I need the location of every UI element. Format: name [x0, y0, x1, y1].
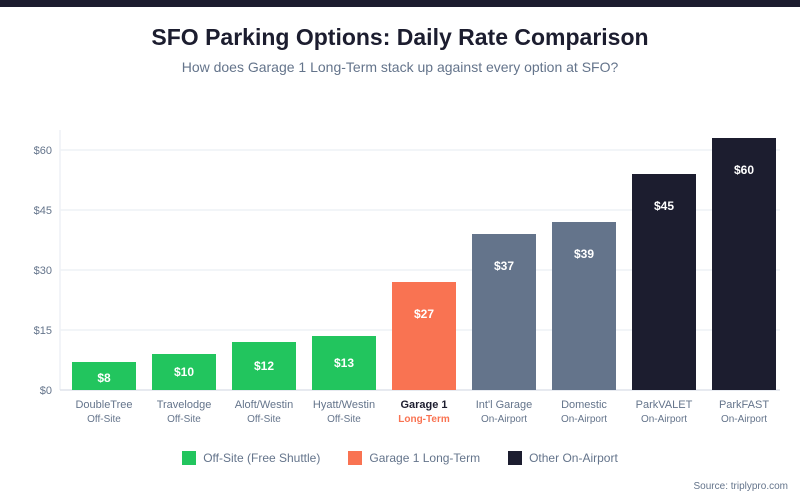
- y-tick-label: $15: [34, 325, 52, 337]
- x-tick-sublabel: On-Airport: [641, 414, 687, 425]
- x-tick-label: Int'l Garage: [476, 399, 533, 411]
- bar-chart: $0 $15 $30 $45 $60 $8 DoubleTree Off-Site $10 Tra…: [34, 130, 780, 425]
- legend-item-offsite: Off-Site (Free Shuttle): [182, 451, 320, 465]
- bar: [72, 362, 136, 390]
- x-tick-sublabel: Off-Site: [247, 414, 281, 425]
- x-tick-sublabel: On-Airport: [561, 414, 607, 425]
- legend-label: Other On-Airport: [529, 451, 618, 465]
- bar: [632, 174, 696, 390]
- bar: [312, 336, 376, 390]
- x-tick-sublabel: Off-Site: [87, 414, 121, 425]
- legend-label: Off-Site (Free Shuttle): [203, 451, 321, 465]
- x-tick-sublabel: Off-Site: [327, 414, 361, 425]
- x-tick-label: Hyatt/Westin: [313, 399, 375, 411]
- chart-title: SFO Parking Options: Daily Rate Comparis…: [151, 24, 649, 50]
- data-label: $39: [574, 247, 594, 261]
- bar: [712, 138, 776, 390]
- bar: [472, 234, 536, 390]
- data-label: $45: [654, 199, 674, 213]
- x-tick-sublabel: Off-Site: [167, 414, 201, 425]
- x-tick-sublabel: Long-Term: [398, 414, 450, 425]
- legend-swatch: [182, 451, 197, 465]
- bar: [232, 342, 296, 390]
- bar: [552, 222, 616, 390]
- y-tick-label: $30: [34, 265, 52, 277]
- x-tick-label: Travelodge: [157, 399, 212, 411]
- x-tick-label: Aloft/Westin: [235, 399, 294, 411]
- legend-swatch: [348, 451, 363, 465]
- y-tick-label: $60: [34, 145, 52, 157]
- legend-swatch: [508, 451, 523, 465]
- chart-subtitle: How does Garage 1 Long-Term stack up aga…: [181, 59, 619, 75]
- x-tick-sublabel: On-Airport: [721, 414, 767, 425]
- data-label: $13: [334, 356, 354, 370]
- y-tick-label: $45: [34, 205, 52, 217]
- data-label: $10: [174, 365, 194, 379]
- data-label: $37: [494, 259, 514, 273]
- data-label: $27: [414, 307, 434, 321]
- top-accent-bar: [0, 0, 800, 7]
- x-tick-label: Domestic: [561, 399, 607, 411]
- data-label: $12: [254, 359, 274, 373]
- x-tick-sublabel: On-Airport: [481, 414, 527, 425]
- x-tick-label: DoubleTree: [75, 399, 132, 411]
- legend-item-garage1: Garage 1 Long-Term: [348, 451, 480, 465]
- data-label: $60: [734, 163, 754, 177]
- data-label: $8: [97, 371, 111, 385]
- source-note: Source: triplypro.com: [693, 481, 788, 492]
- bar: [152, 354, 216, 390]
- x-tick-label: ParkFAST: [719, 399, 769, 411]
- x-tick-label: ParkVALET: [636, 399, 693, 411]
- legend-label: Garage 1 Long-Term: [369, 451, 481, 465]
- bar: [392, 282, 456, 390]
- legend-item-onairport: Other On-Airport: [508, 451, 618, 465]
- x-tick-label: Garage 1: [400, 399, 447, 411]
- y-tick-label: $0: [40, 385, 52, 397]
- legend: Off-Site (Free Shuttle) Garage 1 Long-Te…: [0, 451, 800, 465]
